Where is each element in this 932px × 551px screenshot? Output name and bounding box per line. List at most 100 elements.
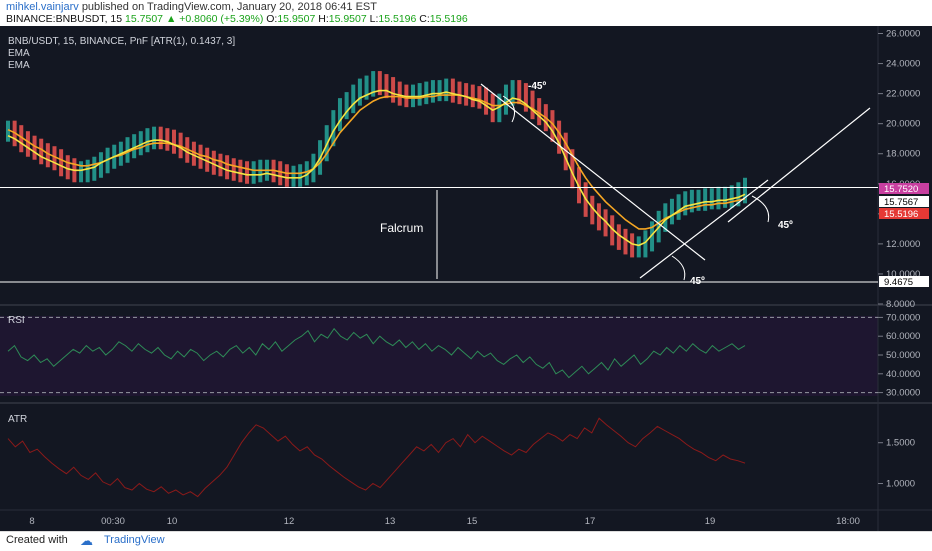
time-tick-label: 18:00: [836, 516, 860, 527]
pnf-o-column: [198, 144, 203, 169]
pnf-x-column: [251, 161, 256, 184]
pnf-o-column: [603, 209, 608, 237]
price-tag-low: [879, 208, 929, 219]
rsi-tick-label: 30.0000: [886, 388, 920, 399]
uptrend-line-upper: [727, 107, 871, 223]
low-value: 15.5196: [378, 13, 417, 25]
pnf-x-column: [743, 177, 747, 204]
pnf-x-column: [729, 185, 734, 208]
drawings: [0, 83, 878, 283]
pnf-o-column: [397, 81, 402, 106]
downtrend-line: [480, 83, 706, 261]
price-tag-low-text: 15.5196: [884, 209, 918, 220]
tradingview-logo-icon: ☁: [80, 533, 93, 548]
time-tick-label: 12: [284, 516, 295, 527]
pnf-o-column: [590, 195, 595, 225]
pnf-x-column: [430, 80, 435, 103]
angle-label-45-lower: 45º: [690, 276, 705, 287]
pnf-o-column: [59, 149, 64, 177]
pnf-x-column: [650, 221, 655, 252]
ema-lines: [7, 89, 746, 247]
ema-legend-1[interactable]: EMA: [8, 48, 30, 59]
pnf-o-column: [278, 161, 283, 186]
pnf-x-column: [79, 161, 84, 183]
pnf-x-column: [643, 230, 648, 258]
pnf-o-column: [218, 153, 223, 177]
rsi-pane: [0, 316, 878, 394]
pnf-x-column: [304, 161, 309, 186]
rsi-band-fill: [0, 316, 878, 396]
price-change: +0.8060 (+5.39%): [179, 13, 264, 25]
open-label: O:: [266, 13, 278, 25]
pnf-x-column: [364, 75, 369, 100]
pnf-x-column: [676, 194, 681, 220]
pnf-o-column: [484, 87, 489, 115]
pnf-o-column: [490, 93, 495, 123]
price-tick-label: 26.0000: [886, 29, 920, 40]
up-arrow-icon: ▲: [165, 13, 177, 25]
pnf-o-column: [211, 150, 216, 175]
angle-arc-45-upper: [751, 195, 770, 223]
rsi-tick-label: 50.0000: [886, 350, 920, 361]
price-tag-lower-hline: [879, 276, 929, 287]
pnf-o-column: [225, 155, 230, 180]
low-label: L:: [369, 13, 379, 25]
rsi-tick-label: 70.0000: [886, 312, 920, 323]
rsi-line: [7, 327, 746, 379]
pnf-x-column: [337, 98, 342, 132]
pnf-x-column: [357, 78, 362, 106]
atr-line: [7, 417, 746, 498]
falcrum-label: Falcrum: [380, 221, 423, 235]
atr-legend[interactable]: ATR: [8, 414, 27, 425]
pnf-o-column: [557, 120, 562, 154]
time-tick-label: 13: [385, 516, 396, 527]
author-link[interactable]: mihkel.vainjarv: [6, 1, 79, 13]
ema-legend-2[interactable]: EMA: [8, 60, 30, 71]
pnf-x-column: [298, 164, 303, 187]
axes: 26.000024.000022.000020.000018.000016.00…: [29, 29, 920, 527]
pnf-x-column: [503, 84, 508, 115]
pnf-x-column: [152, 126, 157, 150]
published-text: published on TradingView.com, January 20…: [81, 1, 377, 13]
price-tick-label: 20.0000: [886, 119, 920, 130]
pnf-x-column: [291, 165, 296, 187]
pnf-o-column: [231, 158, 236, 181]
tradingview-brand-link[interactable]: TradingView: [104, 534, 165, 546]
pnf-x-column: [689, 189, 694, 213]
ema-slow-line: [7, 94, 746, 230]
open-value: 15.9507: [277, 13, 316, 25]
time-tick-label: 10: [167, 516, 178, 527]
rsi-legend[interactable]: RSI: [8, 315, 25, 326]
atr-tick-label: 1.5000: [886, 438, 915, 449]
pnf-o-column: [530, 90, 535, 120]
time-tick-label: 19: [705, 516, 716, 527]
pnf-o-column: [65, 155, 70, 180]
pnf-x-column: [92, 156, 97, 181]
pnf-x-column: [696, 189, 701, 211]
price-tick-label: 22.0000: [886, 89, 920, 100]
pnf-o-column: [464, 83, 469, 106]
close-label: C:: [419, 13, 430, 25]
pnf-o-column: [238, 159, 243, 183]
pnf-o-column: [191, 141, 196, 166]
pnf-o-column: [623, 228, 628, 255]
chart-area[interactable]: 26.000024.000022.000020.000018.000016.00…: [0, 26, 932, 531]
main-pane[interactable]: [0, 26, 878, 304]
pnf-x-column: [371, 71, 376, 97]
created-with-text: Created with: [6, 534, 68, 546]
pnf-x-column: [723, 186, 728, 208]
pnf-x-column: [6, 120, 10, 142]
pnf-x-column: [351, 84, 356, 114]
pnf-x-column: [636, 236, 641, 258]
pnf-x-column: [417, 83, 422, 106]
pnf-o-column: [550, 110, 555, 142]
pnf-o-column: [477, 86, 482, 109]
ema-fast-line: [7, 89, 746, 247]
pnf-o-column: [19, 125, 24, 153]
uptrend-line-lower: [639, 179, 769, 279]
atr-pane: [7, 417, 746, 498]
chart-svg[interactable]: 26.000024.000022.000020.000018.000016.00…: [0, 26, 932, 531]
time-tick-label: 17: [585, 516, 596, 527]
last-price: 15.7507: [125, 13, 164, 25]
pnf-x-column: [444, 78, 449, 102]
